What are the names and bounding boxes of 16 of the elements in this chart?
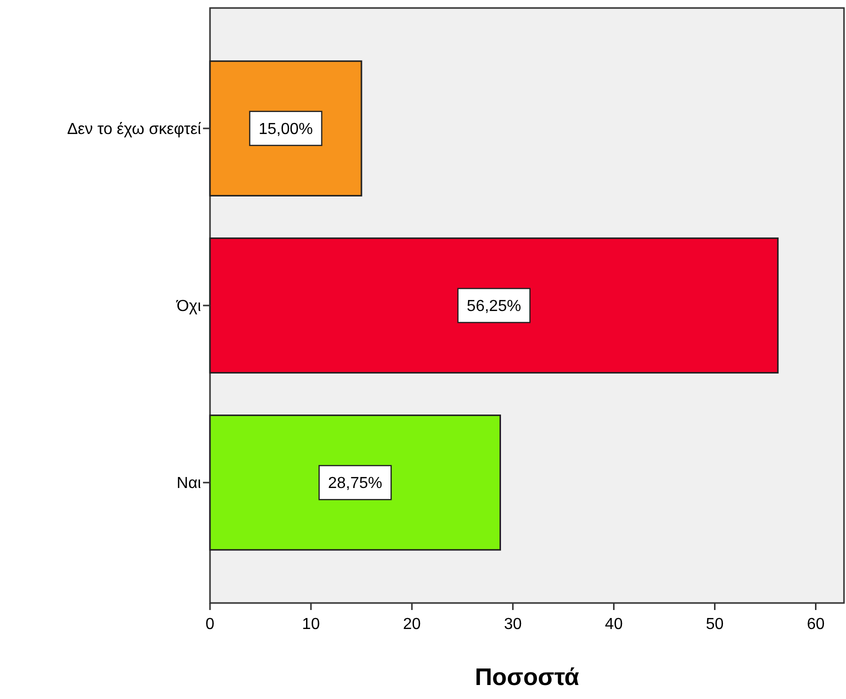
x-tick-label: 20: [403, 616, 421, 633]
bar: [209, 237, 779, 374]
x-tick-label: 50: [706, 616, 724, 633]
x-axis-title: Ποσοστά: [474, 664, 580, 691]
y-tick-label: Όχι: [176, 298, 202, 316]
x-tick-label: 10: [302, 616, 320, 633]
data-label: 56,25%: [466, 298, 522, 316]
y-tick-label: Δεν το έχω σκεφτεί: [67, 121, 202, 138]
x-tick-label: 40: [604, 616, 623, 633]
bar: [209, 414, 501, 551]
y-tick-label: Ναι: [176, 475, 202, 492]
data-label: 15,00%: [258, 121, 313, 138]
data-label: 28,75%: [328, 475, 382, 492]
x-tick-label: 30: [504, 616, 522, 633]
x-tick-label: 60: [806, 616, 825, 633]
x-tick-label: 0: [206, 616, 215, 633]
